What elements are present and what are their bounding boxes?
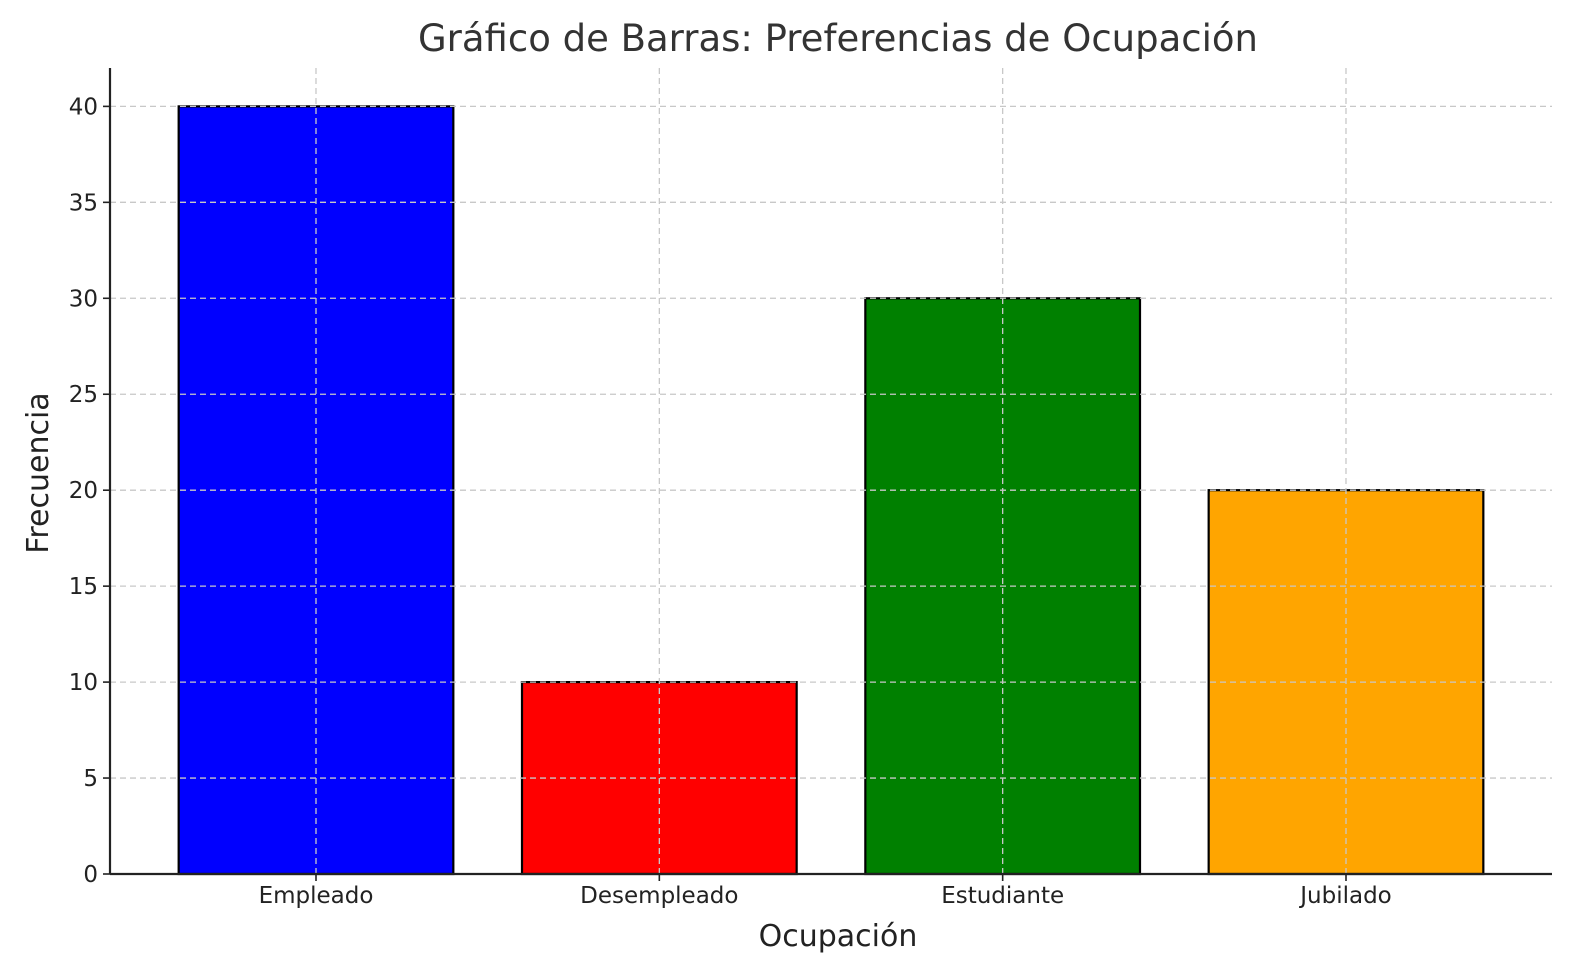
x-axis-label: Ocupación (759, 919, 918, 954)
y-tick-label: 30 (69, 286, 98, 312)
y-tick-label: 0 (83, 862, 98, 888)
chart-title: Gráfico de Barras: Preferencias de Ocupa… (418, 17, 1258, 60)
y-tick-label: 20 (69, 478, 98, 504)
y-tick-label: 15 (69, 574, 98, 600)
x-tick-label: Empleado (259, 883, 374, 909)
x-tick-label: Desempleado (580, 883, 738, 909)
ticks-layer: 0 5 10 15 20 25 30 35 40 Empleado Desempleado Estud… (69, 94, 1392, 909)
y-tick-label: 25 (69, 382, 98, 408)
y-tick-label: 40 (69, 94, 98, 120)
y-tick-label: 5 (83, 766, 98, 792)
x-tick-label: Estudiante (941, 883, 1064, 909)
x-tick-label: Jubilado (1298, 883, 1392, 909)
y-tick-label: 10 (69, 670, 98, 696)
grid-layer (110, 68, 1552, 874)
y-axis-label: Frecuencia (21, 392, 56, 553)
y-tick-label: 35 (69, 190, 98, 216)
